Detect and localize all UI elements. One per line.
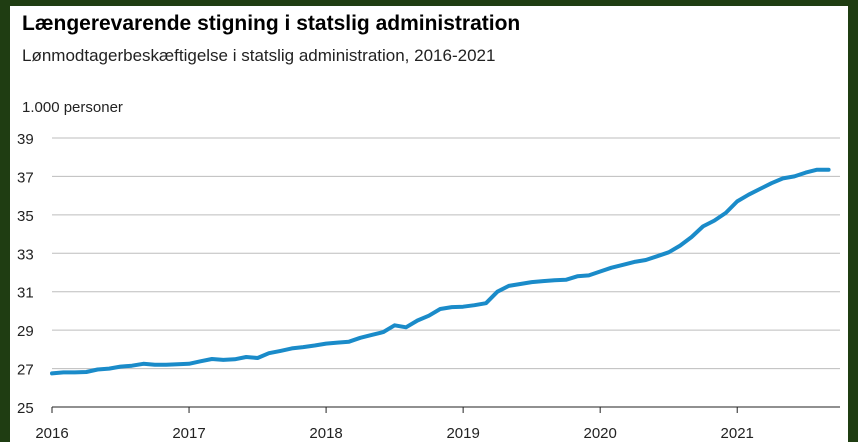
y-tick-label: 27	[17, 362, 34, 379]
x-tick-label: 2020	[583, 425, 616, 442]
x-tick-label: 2017	[172, 425, 205, 442]
y-axis-unit-label: 1.000 personer	[22, 99, 123, 116]
x-tick-label: 2019	[446, 425, 479, 442]
series-line	[50, 167, 831, 376]
chart-subtitle: Lønmodtagerbeskæftigelse i statslig admi…	[22, 46, 496, 65]
x-tick-label: 2016	[35, 425, 68, 442]
y-tick-label: 25	[17, 400, 34, 417]
y-tick-label: 39	[17, 131, 34, 148]
y-tick-label: 37	[17, 169, 34, 186]
chart-panel: Længerevarende stigning i statslig admin…	[10, 6, 848, 442]
x-tick-label: 2021	[721, 425, 754, 442]
x-tick-label: 2018	[309, 425, 342, 442]
y-tick-label: 31	[17, 285, 34, 302]
y-tick-label: 33	[17, 246, 34, 263]
line-chart: 25 27 29 31 33 35 37 39 2016 2017 2018 2019 2020 2021	[17, 131, 840, 442]
y-tick-label: 35	[17, 208, 34, 225]
y-tick-label: 29	[17, 323, 34, 340]
chart-title: Længerevarende stigning i statslig admin…	[22, 12, 521, 35]
